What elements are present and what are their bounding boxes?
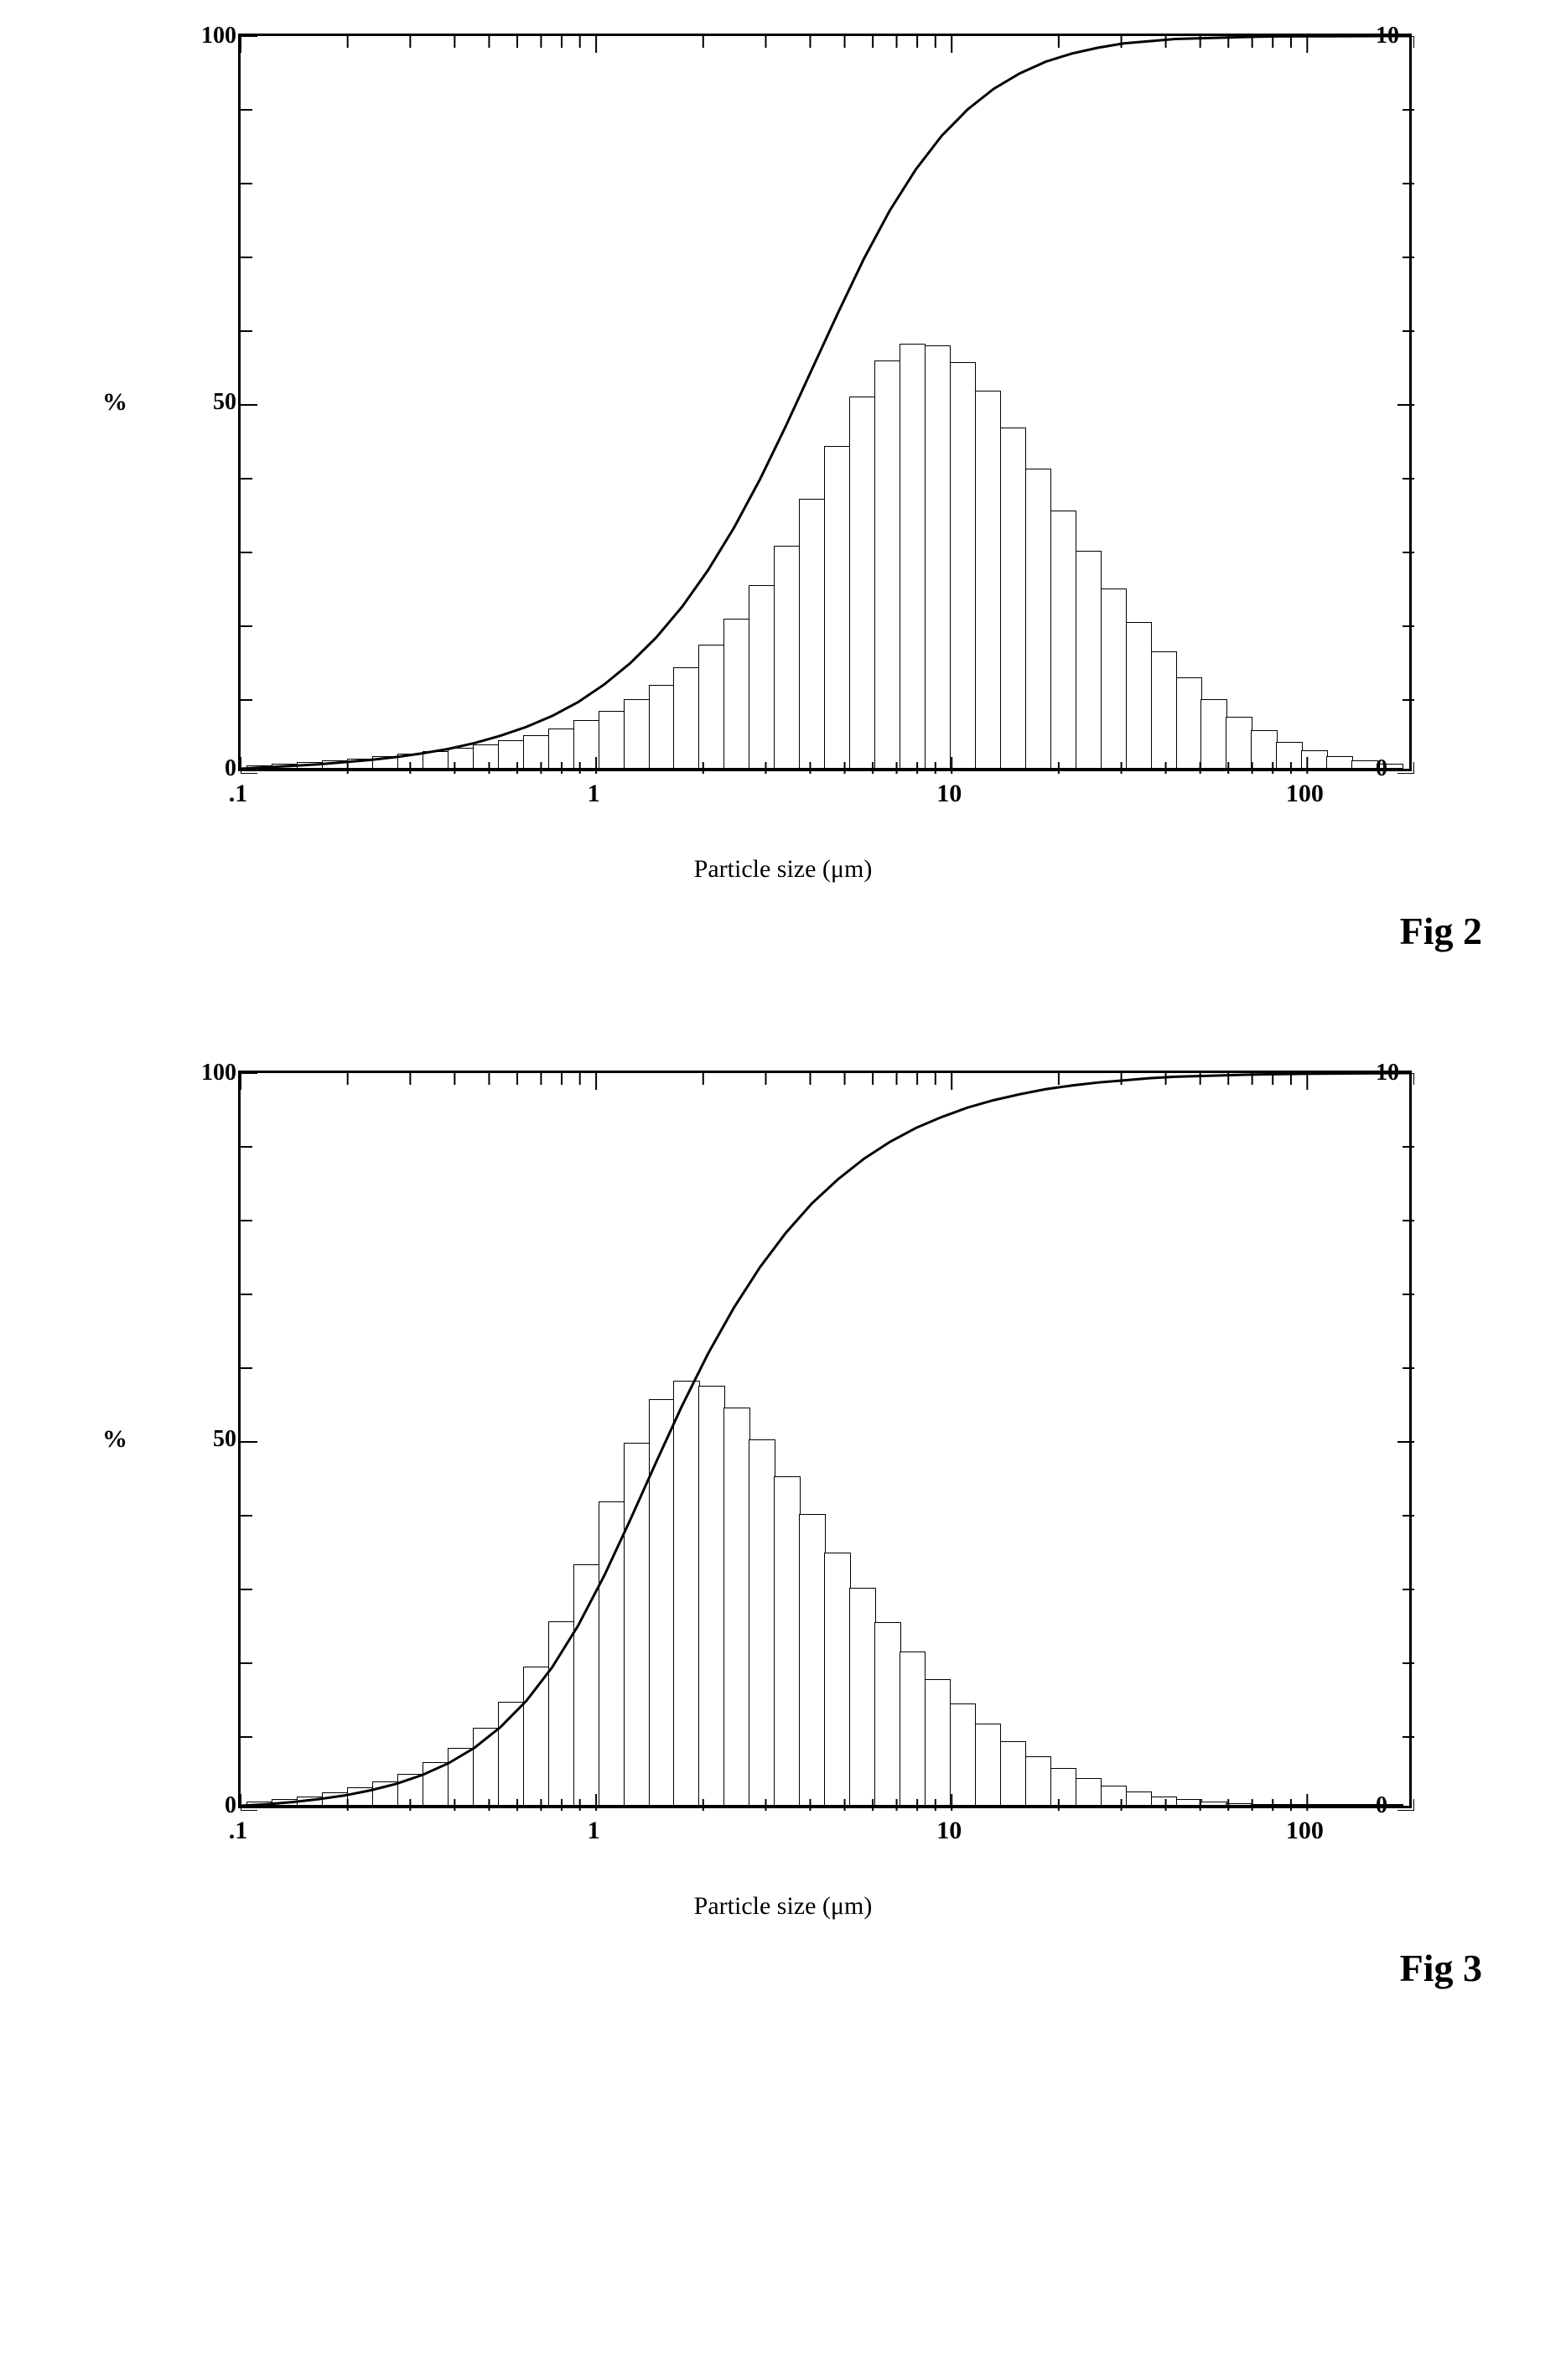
y-right-axis-labels: 010 bbox=[1376, 1073, 1451, 1806]
x-tick-label: .1 bbox=[229, 1817, 248, 1845]
x-axis-labels: .1110100 bbox=[238, 780, 1412, 822]
plot-area: 050100%010 bbox=[238, 34, 1412, 771]
y-left-tick-label: 0 bbox=[225, 755, 236, 782]
y-left-axis-labels: 050100 bbox=[161, 36, 236, 769]
y-right-tick-label: 10 bbox=[1376, 23, 1399, 49]
x-tick-label: 100 bbox=[1286, 1817, 1324, 1845]
chart-wrap: 050100%010 .1 1 10 100 Particle size (μm) bbox=[154, 1071, 1412, 1921]
figure-fig3: 050100%010.1110100Particle size (μm)Fig … bbox=[50, 1071, 1516, 1990]
chart-wrap: 050100%010 .1 1 10 100 Particle size (μm) bbox=[154, 34, 1412, 884]
y-axis-title: % bbox=[102, 388, 127, 417]
x-tick-label: 1 bbox=[588, 1817, 600, 1845]
y-axis-title: % bbox=[102, 1425, 127, 1454]
y-left-tick-label: 0 bbox=[225, 1792, 236, 1819]
y-left-axis-labels: 050100 bbox=[161, 1073, 236, 1806]
y-right-axis-labels: 010 bbox=[1376, 36, 1451, 769]
x-tick-label: 100 bbox=[1286, 780, 1324, 808]
x-tick-label: 1 bbox=[588, 780, 600, 808]
y-left-tick-label: 100 bbox=[201, 23, 236, 49]
x-tick-label: .1 bbox=[229, 780, 248, 808]
y-right-tick-label: 10 bbox=[1376, 1060, 1399, 1086]
figure-fig2: 050100%010.1110100Particle size (μm)Fig … bbox=[50, 34, 1516, 953]
y-left-tick-label: 100 bbox=[201, 1060, 236, 1086]
x-axis-labels: .1110100 bbox=[238, 1817, 1412, 1859]
x-axis-title: Particle size (μm) bbox=[154, 855, 1412, 884]
y-right-tick-label: 0 bbox=[1376, 1792, 1387, 1819]
y-right-tick-label: 0 bbox=[1376, 755, 1387, 782]
x-axis-title: Particle size (μm) bbox=[154, 1892, 1412, 1921]
x-tick-label: 10 bbox=[936, 780, 962, 808]
x-tick-label: 10 bbox=[936, 1817, 962, 1845]
plot-area: 050100%010 bbox=[238, 1071, 1412, 1808]
y-left-tick-label: 50 bbox=[213, 1426, 236, 1453]
figure-caption: Fig 2 bbox=[50, 909, 1516, 953]
y-left-tick-label: 50 bbox=[213, 389, 236, 416]
figure-caption: Fig 3 bbox=[50, 1946, 1516, 1990]
